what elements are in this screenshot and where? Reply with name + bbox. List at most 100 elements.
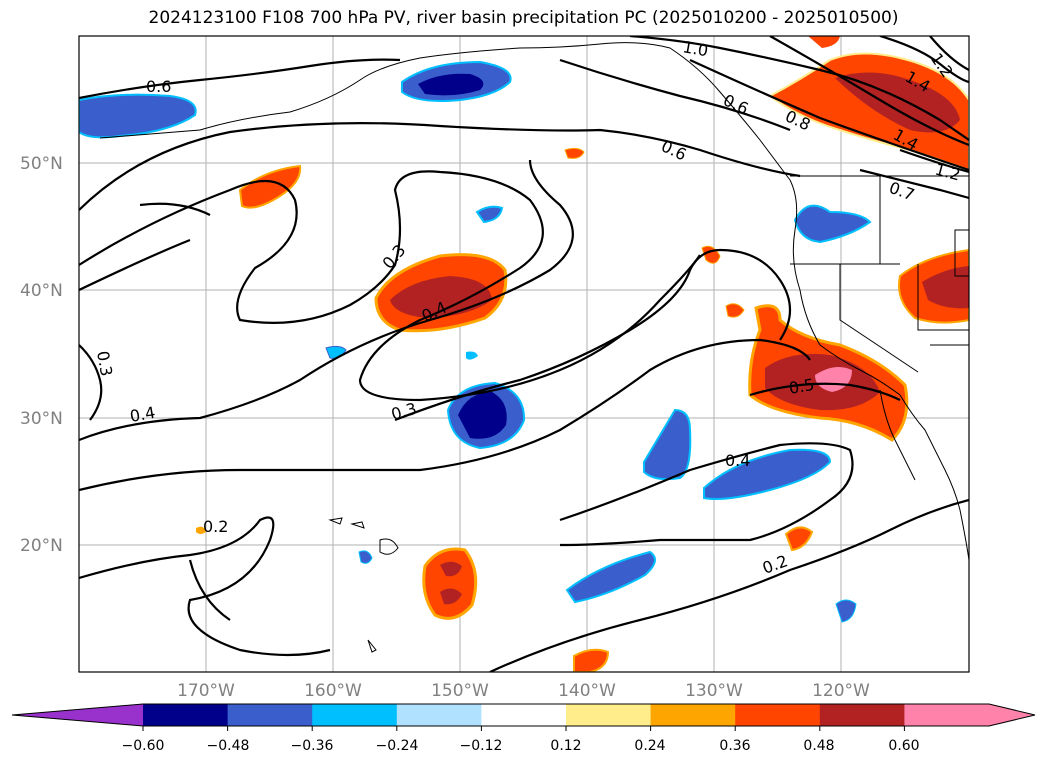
colorbar-tick: 0.60 <box>888 738 919 754</box>
lat-label: 20°N <box>20 536 63 556</box>
contour-0.3-north2 <box>139 202 211 216</box>
colorbar-segment <box>312 704 398 726</box>
contour-label: 0.3 <box>389 399 419 424</box>
contour-0.2-south <box>489 498 969 672</box>
precip-blob-neg-hawaii <box>358 550 373 564</box>
contour-0.4-south <box>79 338 811 492</box>
precip-blob-pos-nw1 <box>238 164 302 209</box>
lon-label: 150°W <box>431 681 489 701</box>
contour-0.4 <box>79 159 574 442</box>
contour-label: 0.2 <box>203 517 228 536</box>
contour-1.2b <box>899 148 969 174</box>
precip-blob-neg-nw <box>79 93 197 139</box>
precip-blob-pos-hawaii-core2 <box>440 588 462 605</box>
contour-label: 0.3 <box>93 349 116 377</box>
precip-blob-pos-california-peak <box>815 366 852 392</box>
precip-blob-pos-bc-top <box>808 36 840 48</box>
lon-label: 160°W <box>304 681 362 701</box>
precip-blob-neg-small1 <box>475 205 504 224</box>
colorbar-segment <box>819 704 905 726</box>
precip-blob-pos-south <box>573 648 610 672</box>
contour-0.3-mid <box>394 248 791 422</box>
contour-1.4a <box>769 36 969 147</box>
coast-hawaii4 <box>367 639 377 653</box>
precip-blob-pos-hawaii <box>422 547 478 620</box>
precip-blob-pos-hawaii-core <box>440 561 462 577</box>
coast-hawaii3 <box>379 538 399 555</box>
precip-blob-pos-small3 <box>725 303 745 318</box>
colorbar-tick: 0.48 <box>803 738 834 754</box>
contour-label: 0.3 <box>379 241 410 273</box>
contour-1.4b <box>929 36 969 71</box>
colorbar-tick: −0.48 <box>207 738 250 754</box>
colorbar-over-extension <box>989 704 1035 726</box>
contour-0.5 <box>749 382 901 401</box>
colorbar-tick: −0.60 <box>122 738 165 754</box>
contour-label: 0.7 <box>887 178 917 205</box>
contour-0.3-inner <box>79 238 191 291</box>
contour-1.0 <box>629 36 969 141</box>
colorbar-segment <box>735 704 821 726</box>
contour-label: 0.4 <box>725 451 750 470</box>
colorbar-tick: 0.12 <box>550 738 581 754</box>
lat-label: 30°N <box>20 409 63 429</box>
lon-labels: 170°W 160°W 150°W 140°W 130°W 120°W <box>177 681 870 701</box>
contour-0.6-long <box>79 122 801 211</box>
contour-label: 0.2 <box>760 551 790 578</box>
colorbar-segment <box>481 704 567 726</box>
colorbar-tick: 0.36 <box>719 738 750 754</box>
precip-blob-neg-small2 <box>325 345 347 359</box>
chart-title: 2024123100 F108 700 hPa PV, river basin … <box>148 8 899 28</box>
lon-label: 170°W <box>177 681 235 701</box>
lon-label: 130°W <box>685 681 743 701</box>
contour-label: 1.0 <box>681 37 709 60</box>
map-frame <box>78 35 970 673</box>
precip-blob-pos-tiny <box>196 526 206 534</box>
contour-label: 0.5 <box>787 375 815 398</box>
contour-label: 0.4 <box>128 403 156 426</box>
lon-label: 140°W <box>558 681 616 701</box>
contour-0.2-west <box>79 516 331 657</box>
lat-label: 50°N <box>20 154 63 174</box>
contour-0.6-ne <box>559 58 791 132</box>
coast-hawaii1 <box>328 517 343 525</box>
coast-state-nv <box>917 264 969 331</box>
colorbar-tick: −0.24 <box>376 738 419 754</box>
precip-blob-neg-east <box>703 448 832 500</box>
pv-contours <box>79 36 969 672</box>
precip-blob-neg-washington <box>793 204 872 244</box>
colorbar-segment <box>227 704 313 726</box>
colorbar-segment <box>566 704 652 726</box>
contour-0.6-north <box>79 58 401 100</box>
coast-aleutians <box>99 129 201 139</box>
precip-blob-neg-subtrop <box>643 408 692 481</box>
contour-0.7 <box>859 168 969 200</box>
precip-blob-neg-gulf-core <box>418 73 484 96</box>
contour-0.4-east <box>559 442 854 547</box>
precip-blob-neg-south <box>565 550 656 604</box>
colorbar-tick: −0.36 <box>291 738 334 754</box>
precip-blob-neg-central-core <box>458 392 507 439</box>
colorbar-ticks: −0.60 −0.48 −0.36 −0.24 −0.12 0.12 0.24 … <box>122 738 920 754</box>
contour-1.2a <box>879 36 969 84</box>
colorbar-segment <box>143 704 229 726</box>
precip-blob-pos-small1 <box>564 147 585 159</box>
contour-0.8 <box>689 58 969 172</box>
precip-blob-neg-baja <box>835 599 857 623</box>
coast-bc <box>789 179 969 561</box>
coastlines <box>99 42 969 653</box>
contour-0.3-west <box>79 344 103 421</box>
colorbar-segment <box>904 704 990 726</box>
colorbar-segment <box>396 704 482 726</box>
lat-labels: 50°N 40°N 30°N 20°N <box>20 154 63 556</box>
colorbar-segment <box>650 704 736 726</box>
lon-label: 120°W <box>812 681 870 701</box>
coast-alaska <box>199 42 791 181</box>
coast-hawaii2 <box>350 521 365 529</box>
precip-blob-pos-bc-core <box>835 72 960 133</box>
contour-0.2-loop <box>188 559 231 621</box>
coast-state-mt <box>954 229 969 277</box>
precip-blob-neg-small3 <box>466 351 478 360</box>
colorbar-tick: −0.12 <box>460 738 503 754</box>
